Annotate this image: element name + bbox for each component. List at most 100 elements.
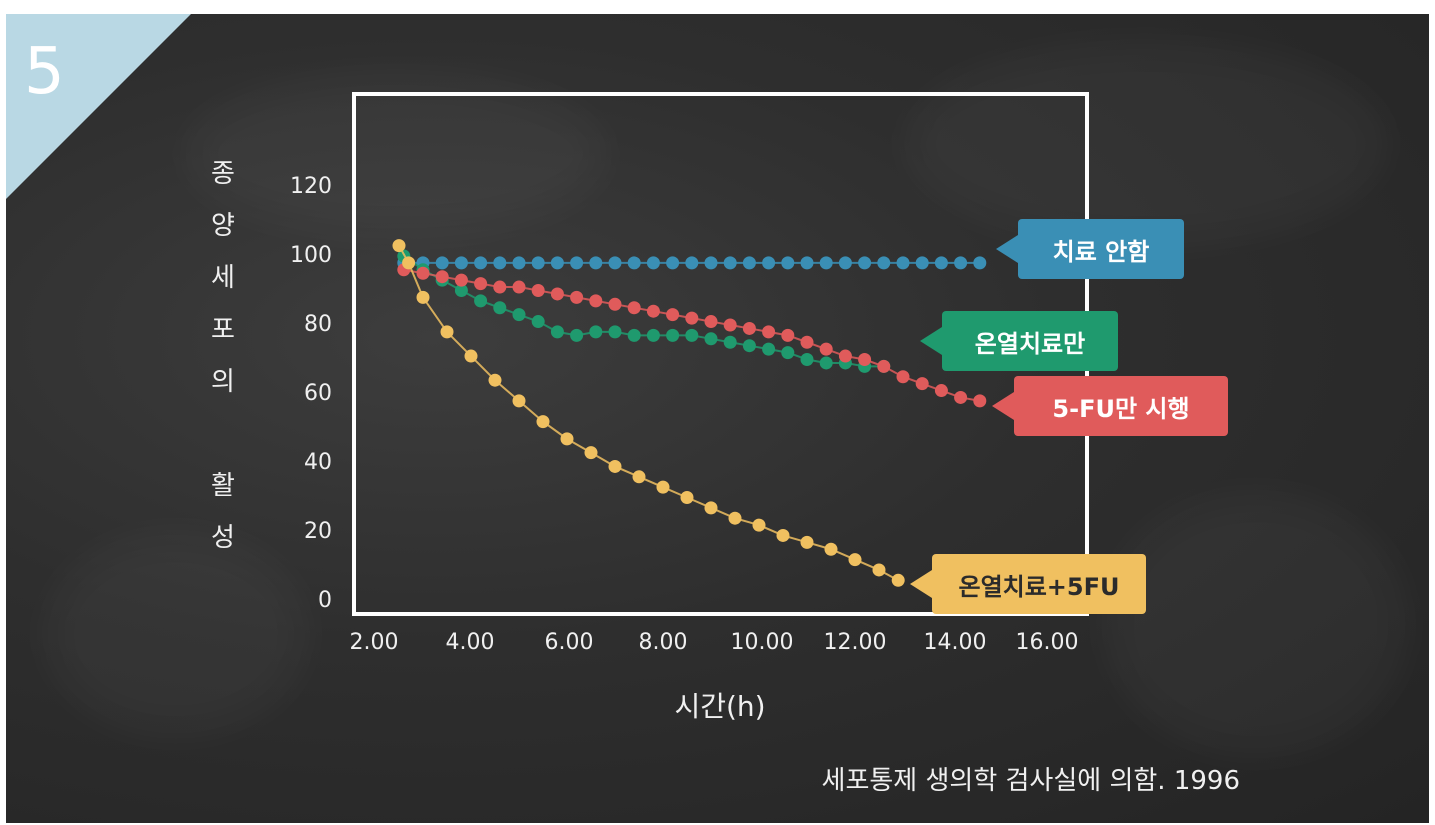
y-axis-label-char: 종 [211,159,235,189]
series-0 [397,256,987,270]
data-point [685,328,699,342]
data-point [531,315,545,329]
data-point [781,328,795,342]
data-point [608,459,622,473]
x-tick-label: 6.00 [544,630,594,655]
legend-callout-untreated: 치료 안함 [996,219,1184,279]
data-point [512,394,526,408]
data-point [819,356,833,370]
slide-number: 5 [24,35,65,109]
data-point [934,384,948,398]
data-point [762,325,776,339]
series-2 [397,263,987,408]
data-point [608,297,622,311]
data-point [550,325,564,339]
data-point [704,332,718,346]
y-axis-label-char: 의 [211,367,235,397]
y-tick-label: 120 [290,174,332,199]
data-point [762,256,776,270]
data-point [752,518,766,532]
data-point [570,256,584,270]
data-point [973,394,987,408]
data-point [838,256,852,270]
data-point [800,335,814,349]
data-point [493,301,507,315]
data-point [608,256,622,270]
data-point [824,542,838,556]
data-point [392,239,406,253]
data-point [858,256,872,270]
data-point [954,256,968,270]
source-note: 세포통제 생의학 검사실에 의함. 1996 [821,766,1240,796]
data-point [488,373,502,387]
data-point [646,328,660,342]
y-axis-label-char: 세 [211,263,235,293]
data-point [704,256,718,270]
data-point [493,280,507,294]
data-point [819,342,833,356]
data-point [848,553,862,567]
y-tick-label: 100 [290,243,332,268]
data-point [454,284,468,297]
data-point [531,256,545,270]
data-point [915,256,929,270]
data-point [550,256,564,270]
data-point [685,256,699,270]
data-point [781,256,795,270]
data-point [627,301,641,315]
x-axis-label: 시간(h) [674,690,766,723]
x-tick-label: 2.00 [349,630,399,655]
data-point [570,290,584,304]
legend-callout-5fu: 5-FU만 시행 [992,376,1228,436]
data-point [512,280,526,294]
data-point [440,325,454,339]
data-point [877,256,891,270]
data-point [776,528,790,542]
data-point [464,349,478,363]
data-point [896,370,910,384]
data-point [704,501,718,515]
data-point [762,342,776,356]
data-point [454,256,468,270]
data-point [934,256,948,270]
x-tick-label: 4.00 [445,630,495,655]
data-point [666,256,680,270]
data-point [723,335,737,349]
data-point [915,377,929,391]
data-point [800,353,814,366]
y-axis-label-char: 성 [211,523,235,553]
x-tick-label: 10.00 [730,630,794,655]
data-point [666,328,680,342]
series-3 [392,239,905,587]
data-point [416,290,430,304]
x-tick-label: 12.00 [823,630,887,655]
data-point [416,266,430,280]
data-point [474,277,488,291]
data-point [627,328,641,342]
data-point [550,287,564,301]
data-point [819,256,833,270]
data-point [493,256,507,270]
legend-callout-hyperthermia: 온열치료만 [920,311,1118,371]
data-point [435,270,449,284]
data-point [723,318,737,332]
data-point [728,511,742,525]
data-point [723,256,737,270]
y-axis-label-char: 활 [211,471,235,501]
y-axis-label: 종 양 세 포 의 활 성 [203,148,243,564]
data-point [589,325,603,339]
x-tick-label: 16.00 [1015,630,1079,655]
data-point [838,349,852,363]
y-axis-label-char: 포 [211,315,235,345]
data-point [646,256,660,270]
data-point [454,273,468,287]
data-point [685,311,699,325]
series-line [403,255,884,368]
y-tick-label: 0 [318,588,332,613]
data-point [627,256,641,270]
data-point [858,353,872,366]
data-point [954,390,968,404]
data-point [608,325,622,339]
